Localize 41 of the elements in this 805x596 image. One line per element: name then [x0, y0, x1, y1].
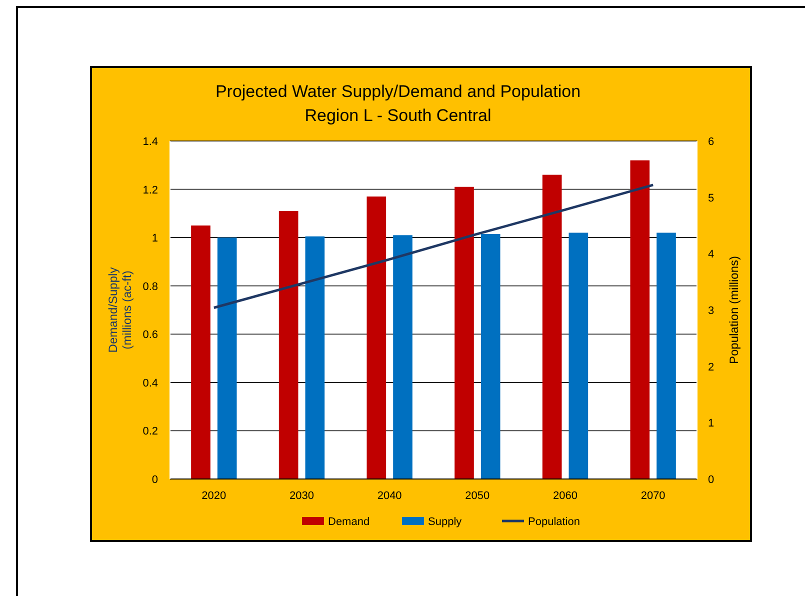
y-tick-label: 1.2 — [142, 184, 158, 196]
bar — [366, 196, 386, 479]
x-tick-label: 2030 — [290, 490, 314, 502]
y-tick-label: 1.4 — [142, 136, 158, 148]
y-tick-label: 0.2 — [142, 426, 158, 438]
x-tick-label: 2040 — [377, 490, 402, 502]
x-tick-label: 2070 — [640, 490, 666, 502]
y2-tick-label: 0 — [708, 474, 714, 486]
y2-tick-label: 4 — [708, 248, 714, 261]
bar — [191, 226, 210, 479]
bar — [656, 232, 676, 479]
bar — [393, 235, 412, 479]
y-tick-label: 0.6 — [142, 329, 158, 342]
y2-tick-label: 2 — [708, 361, 714, 374]
y-tick-label: 0.4 — [142, 377, 158, 390]
bar — [454, 186, 474, 479]
bar — [217, 238, 237, 479]
chart-subtitle: Region L - South Central — [304, 106, 492, 125]
bar — [568, 232, 588, 479]
legend-label: Population — [528, 516, 580, 528]
bar — [630, 160, 650, 479]
bar — [305, 236, 325, 479]
y2-axis-title: Population (millions) — [727, 256, 741, 364]
legend-label: Supply — [428, 516, 462, 528]
x-tick-label: 2050 — [465, 490, 490, 502]
y-tick-label: 1 — [152, 232, 158, 245]
chart-title: Projected Water Supply/Demand and Population — [215, 82, 581, 101]
y2-tick-label: 6 — [708, 136, 714, 148]
legend-label: Demand — [328, 516, 370, 528]
y-axis-title: Demand/Supply (millions (ac-ft) — [106, 267, 134, 353]
bar — [542, 174, 562, 479]
y2-tick-label: 3 — [708, 305, 714, 317]
y-tick-label: 0 — [152, 474, 158, 486]
y2-tick-label: 1 — [708, 418, 714, 430]
x-tick-label: 2020 — [202, 490, 226, 502]
bar — [480, 234, 500, 479]
y2-tick-label: 5 — [708, 192, 714, 204]
line-series — [212, 184, 654, 309]
x-tick-label: 2060 — [553, 490, 578, 502]
y-tick-label: 0.8 — [142, 280, 158, 293]
bar — [278, 211, 298, 479]
